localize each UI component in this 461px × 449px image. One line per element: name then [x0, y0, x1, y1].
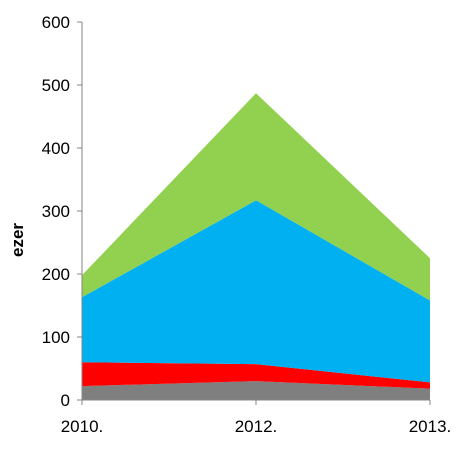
- y-tick-label: 500: [42, 76, 70, 95]
- y-tick-label: 200: [42, 265, 70, 284]
- y-tick-label: 100: [42, 328, 70, 347]
- y-tick-labels: 0 100 200 300 400 500 600: [42, 13, 70, 410]
- area-series-4: [82, 93, 430, 301]
- x-tick-label: 2013.: [409, 417, 452, 436]
- x-tick-label: 2012.: [235, 417, 278, 436]
- x-tick-label: 2010.: [61, 417, 104, 436]
- y-tick-label: 0: [61, 391, 70, 410]
- y-tick-label: 600: [42, 13, 70, 32]
- y-axis-label: ezer: [8, 223, 27, 257]
- y-tick-label: 400: [42, 139, 70, 158]
- y-tick-label: 300: [42, 202, 70, 221]
- area-series-2: [82, 362, 430, 389]
- axes: [77, 21, 431, 405]
- area-series-1: [82, 381, 430, 400]
- area-series-3: [82, 200, 430, 383]
- x-tick-labels: 2010. 2012. 2013.: [61, 417, 452, 436]
- series-areas: [82, 93, 430, 400]
